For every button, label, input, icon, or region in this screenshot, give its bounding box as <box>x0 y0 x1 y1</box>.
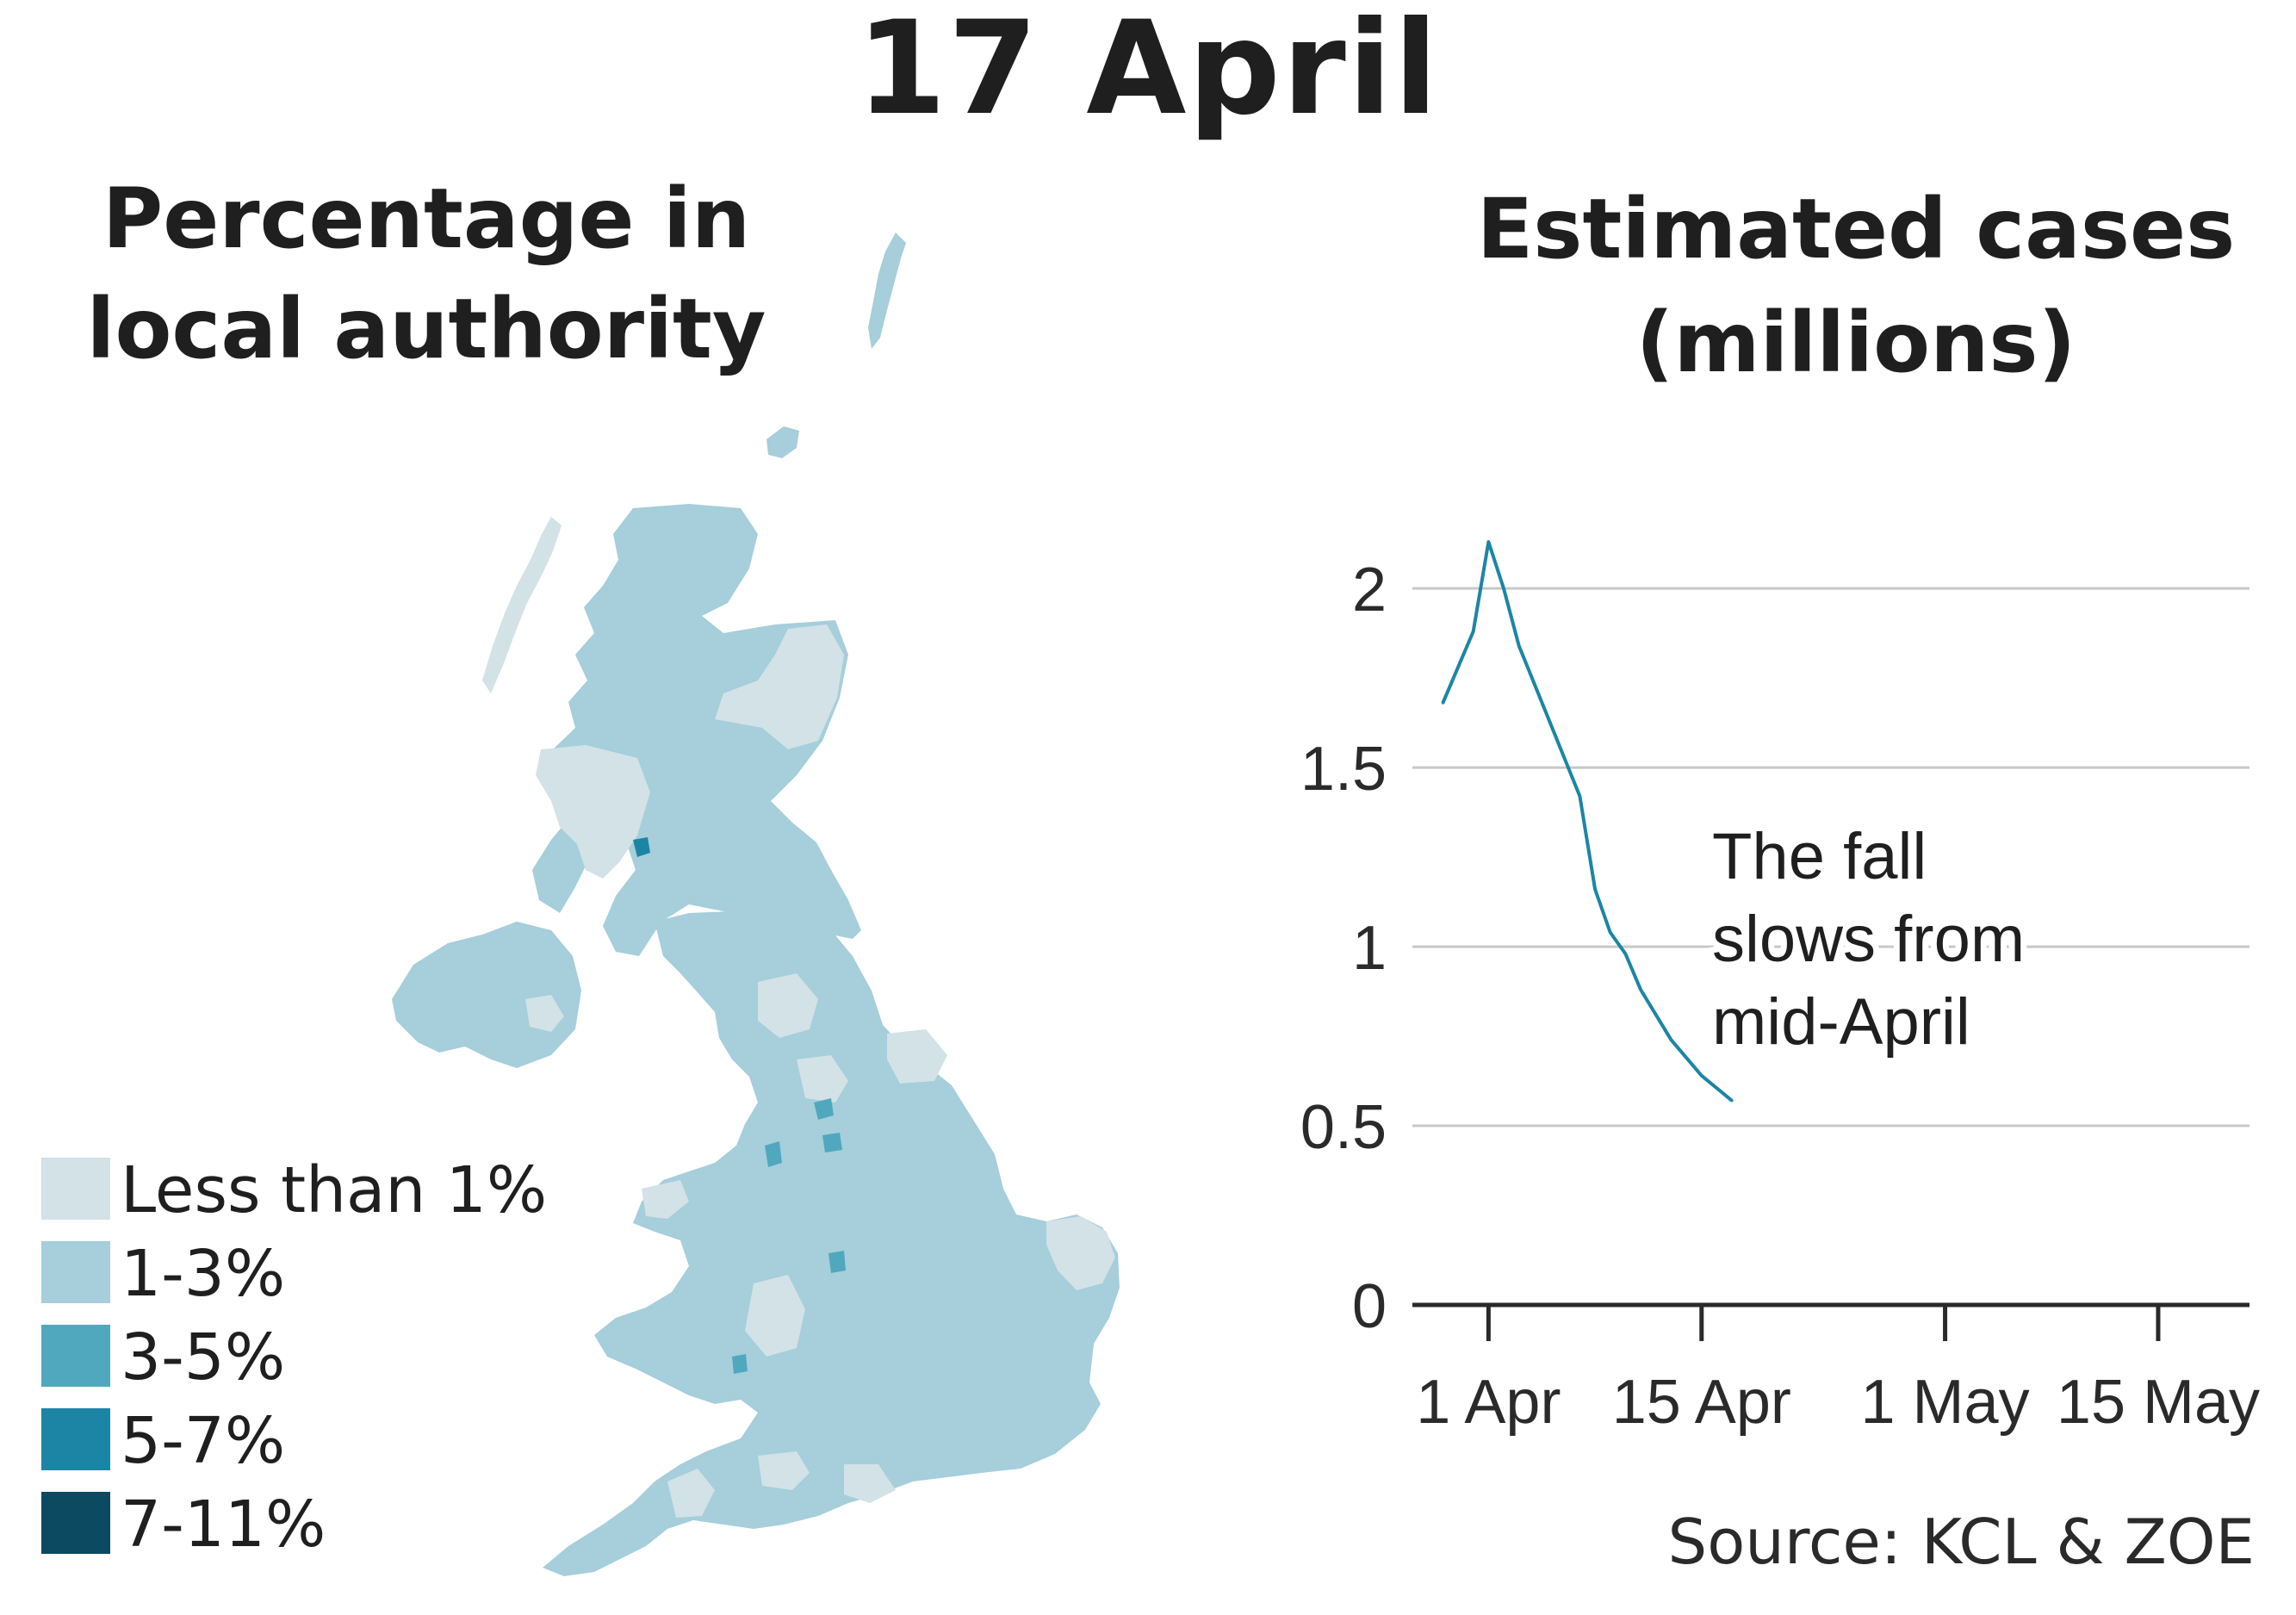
map-title-line1: Percentage in <box>102 171 751 267</box>
data-point <box>1441 701 1444 705</box>
data-point <box>1623 952 1627 955</box>
legend-swatch <box>41 1158 110 1220</box>
data-point <box>1609 930 1612 934</box>
data-point <box>1517 644 1521 648</box>
hotspot-glasgow <box>633 837 650 857</box>
data-point <box>1472 630 1475 633</box>
dorset-light-area <box>758 1451 810 1490</box>
legend-label: Less than 1% <box>121 1153 548 1227</box>
map-title: Percentage in local authority <box>60 164 792 384</box>
map-title-line2: local authority <box>86 281 766 377</box>
data-point <box>1639 988 1642 991</box>
legend-swatch <box>41 1408 110 1470</box>
y-tick-label: 1 <box>1352 914 1387 983</box>
x-tick-label: 15 May <box>2057 1368 2260 1437</box>
legend-swatch <box>41 1492 110 1554</box>
norfolk-light-area <box>1046 1216 1115 1290</box>
annotation-line: slows from <box>1712 903 2025 976</box>
chart-x-axis: 1 Apr 15 Apr 1 May 15 May <box>1412 1302 2260 1437</box>
legend-label: 3-5% <box>121 1320 286 1394</box>
legend-label: 7-11% <box>121 1488 326 1562</box>
map-regions <box>392 233 1120 1576</box>
chart-annotation: The fall slows from mid-April <box>1706 814 2031 1065</box>
western-isles-region <box>482 517 562 693</box>
dales-light-area <box>797 1055 848 1103</box>
scotland-region <box>532 504 861 956</box>
data-point <box>1502 587 1505 590</box>
orkney-region <box>766 426 799 458</box>
south-coast-light-area <box>844 1464 896 1503</box>
chart-title-line1: Estimated cases <box>1476 181 2236 277</box>
belfast-area <box>525 995 564 1032</box>
main-title: 17 April <box>856 0 1440 144</box>
data-point <box>1548 719 1551 723</box>
chart-grid <box>1412 587 2249 1127</box>
legend-swatch <box>41 1325 110 1387</box>
moors-light-area <box>887 1029 947 1084</box>
y-tick-label: 1.5 <box>1300 735 1387 804</box>
y-tick-label: 0.5 <box>1300 1093 1387 1162</box>
cumbria-light-area <box>758 973 818 1038</box>
hotspot-manchester <box>814 1098 834 1120</box>
data-point <box>1730 1099 1734 1103</box>
legend-label: 1-3% <box>121 1237 286 1311</box>
uk-map <box>392 233 1120 1576</box>
hotspot-wales <box>732 1354 748 1374</box>
series-line <box>1441 540 1734 1103</box>
southwest-light-area <box>667 1469 715 1518</box>
chart-title: Estimated cases (millions) <box>1447 172 2265 400</box>
annotation-line: The fall <box>1712 820 1927 893</box>
x-tick-label: 1 May <box>1861 1368 2030 1437</box>
x-tick-label: 15 Apr <box>1612 1368 1791 1437</box>
data-point <box>1486 540 1490 544</box>
powys-light-area <box>745 1275 805 1357</box>
hotspot-midlands <box>828 1251 846 1273</box>
source-note: Source: KCL & ZOE <box>1667 1506 2255 1578</box>
legend-label: 5-7% <box>121 1404 286 1478</box>
y-tick-label: 0 <box>1352 1272 1387 1341</box>
annotation-line: mid-April <box>1712 985 1970 1059</box>
chart-y-tick-labels: 0 0.5 1 1.5 2 <box>1300 556 1387 1341</box>
legend-swatch <box>41 1241 110 1303</box>
data-point <box>1700 1074 1703 1078</box>
hotspot-liverpool <box>765 1141 782 1167</box>
argyll-region <box>536 745 650 879</box>
chart-series <box>1441 540 1734 1103</box>
x-tick-label: 1 Apr <box>1416 1368 1561 1437</box>
y-tick-label: 2 <box>1352 556 1387 624</box>
shetland-region <box>868 233 906 349</box>
data-point <box>1593 888 1597 891</box>
aberdeenshire-region <box>715 624 844 749</box>
data-point <box>1578 794 1581 798</box>
hotspot-sheffield <box>822 1133 842 1152</box>
chart-title-line2: (millions) <box>1635 295 2076 391</box>
data-point <box>1669 1038 1672 1041</box>
england-wales-region <box>543 909 1120 1576</box>
wales-light-area <box>642 1180 689 1219</box>
northern-ireland-region <box>392 922 581 1068</box>
